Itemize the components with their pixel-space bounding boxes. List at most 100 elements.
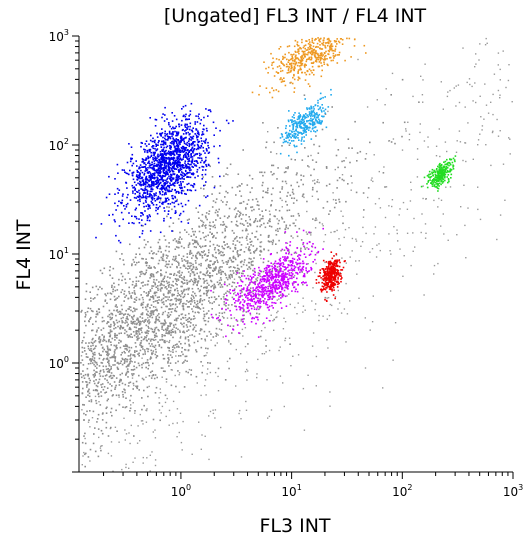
data-point [168, 190, 171, 193]
data-point [178, 275, 181, 277]
data-point [285, 305, 288, 307]
data-point [168, 409, 171, 412]
data-point [94, 395, 97, 398]
data-point [185, 129, 187, 131]
data-point [267, 417, 269, 419]
data-point [222, 251, 224, 254]
data-point [146, 217, 149, 219]
data-point [211, 302, 214, 305]
data-point [82, 403, 84, 406]
data-point [214, 298, 217, 301]
data-point [270, 409, 273, 411]
data-point [212, 336, 215, 338]
data-point [174, 180, 177, 183]
data-point [149, 290, 152, 292]
data-point [140, 145, 142, 148]
data-point [409, 200, 412, 202]
data-point [207, 368, 209, 370]
data-point [241, 223, 244, 225]
data-point [98, 395, 100, 398]
data-point [170, 322, 173, 325]
data-point [163, 160, 165, 162]
data-point [164, 141, 167, 144]
data-point [85, 356, 88, 358]
data-point [112, 321, 115, 323]
data-point [167, 292, 169, 295]
data-point [174, 289, 176, 292]
data-point [175, 178, 178, 180]
data-point [278, 298, 280, 300]
data-point [245, 208, 247, 210]
data-point [89, 379, 91, 382]
data-point [214, 344, 217, 347]
data-point [277, 279, 279, 281]
data-point [262, 258, 265, 260]
data-point [85, 414, 87, 416]
data-point [128, 306, 131, 308]
data-point [179, 299, 181, 301]
data-point [169, 170, 172, 173]
data-point [150, 173, 152, 176]
data-point [102, 369, 105, 371]
data-point [96, 293, 99, 296]
data-point [164, 192, 166, 194]
data-point [159, 162, 162, 165]
data-point [174, 238, 176, 240]
data-point [172, 133, 174, 136]
data-point [98, 311, 101, 314]
data-point [129, 410, 131, 412]
data-point [157, 302, 160, 304]
data-point [204, 160, 206, 163]
data-point [160, 256, 163, 259]
data-point [232, 120, 234, 122]
data-point [158, 201, 161, 204]
data-point [206, 255, 209, 257]
data-point [92, 323, 94, 325]
data-point [287, 285, 289, 287]
data-point [275, 243, 277, 245]
data-point [281, 218, 284, 220]
data-point [241, 281, 244, 283]
data-point [474, 66, 476, 68]
data-point [166, 169, 168, 171]
data-point [218, 208, 220, 211]
data-point [318, 145, 321, 148]
data-point [167, 360, 169, 363]
data-point [223, 298, 225, 300]
data-point [131, 316, 133, 318]
data-point [174, 362, 177, 364]
data-point [135, 345, 137, 348]
data-point [116, 297, 119, 299]
data-point [200, 157, 203, 160]
data-point [184, 314, 187, 316]
data-point [191, 159, 194, 162]
data-point [88, 419, 90, 421]
data-point [109, 274, 111, 277]
data-point [152, 274, 155, 277]
data-point [208, 251, 210, 254]
data-point [160, 283, 162, 285]
data-point [259, 219, 261, 221]
data-point [182, 133, 185, 135]
data-point [195, 375, 198, 378]
data-point [464, 106, 466, 108]
data-point [192, 142, 194, 145]
data-point [130, 346, 133, 349]
data-point [149, 172, 152, 174]
data-point [447, 91, 449, 93]
data-point [297, 262, 299, 265]
data-point [100, 449, 102, 452]
data-point [204, 215, 207, 217]
data-point [111, 312, 113, 315]
data-point [492, 113, 494, 116]
data-point [465, 257, 467, 259]
data-point [173, 161, 176, 164]
data-point [170, 273, 172, 275]
data-point [270, 240, 272, 243]
data-point [92, 310, 94, 313]
data-point [151, 163, 154, 166]
data-point [290, 264, 292, 267]
data-point [187, 163, 190, 165]
data-point [263, 322, 265, 324]
data-point [172, 349, 174, 351]
